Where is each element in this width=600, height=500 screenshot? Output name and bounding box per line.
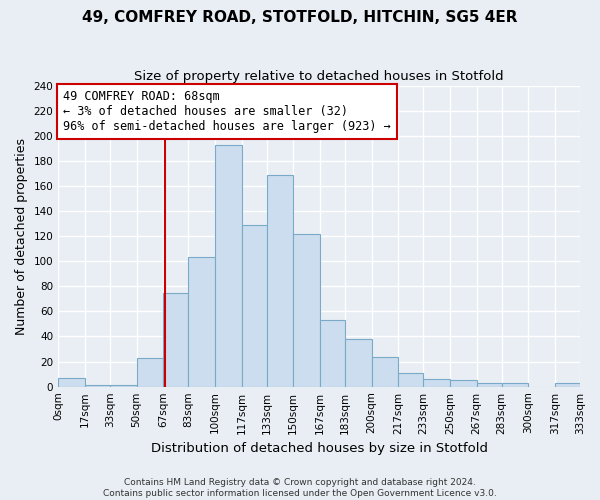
- Y-axis label: Number of detached properties: Number of detached properties: [15, 138, 28, 334]
- Bar: [371, 356, 398, 386]
- Bar: [163, 292, 188, 386]
- Bar: [137, 358, 163, 386]
- Title: Size of property relative to detached houses in Stotfold: Size of property relative to detached ho…: [134, 70, 504, 83]
- X-axis label: Distribution of detached houses by size in Stotfold: Distribution of detached houses by size …: [151, 442, 488, 455]
- Bar: [450, 380, 476, 386]
- Bar: [555, 383, 580, 386]
- Bar: [215, 144, 242, 386]
- Bar: [188, 258, 215, 386]
- Text: Contains HM Land Registry data © Crown copyright and database right 2024.
Contai: Contains HM Land Registry data © Crown c…: [103, 478, 497, 498]
- Bar: [266, 174, 293, 386]
- Bar: [320, 320, 345, 386]
- Bar: [58, 378, 85, 386]
- Bar: [345, 339, 371, 386]
- Text: 49 COMFREY ROAD: 68sqm
← 3% of detached houses are smaller (32)
96% of semi-deta: 49 COMFREY ROAD: 68sqm ← 3% of detached …: [64, 90, 391, 133]
- Bar: [502, 383, 528, 386]
- Bar: [476, 383, 502, 386]
- Bar: [423, 379, 450, 386]
- Bar: [242, 225, 266, 386]
- Bar: [398, 373, 423, 386]
- Bar: [293, 234, 320, 386]
- Text: 49, COMFREY ROAD, STOTFOLD, HITCHIN, SG5 4ER: 49, COMFREY ROAD, STOTFOLD, HITCHIN, SG5…: [82, 10, 518, 25]
